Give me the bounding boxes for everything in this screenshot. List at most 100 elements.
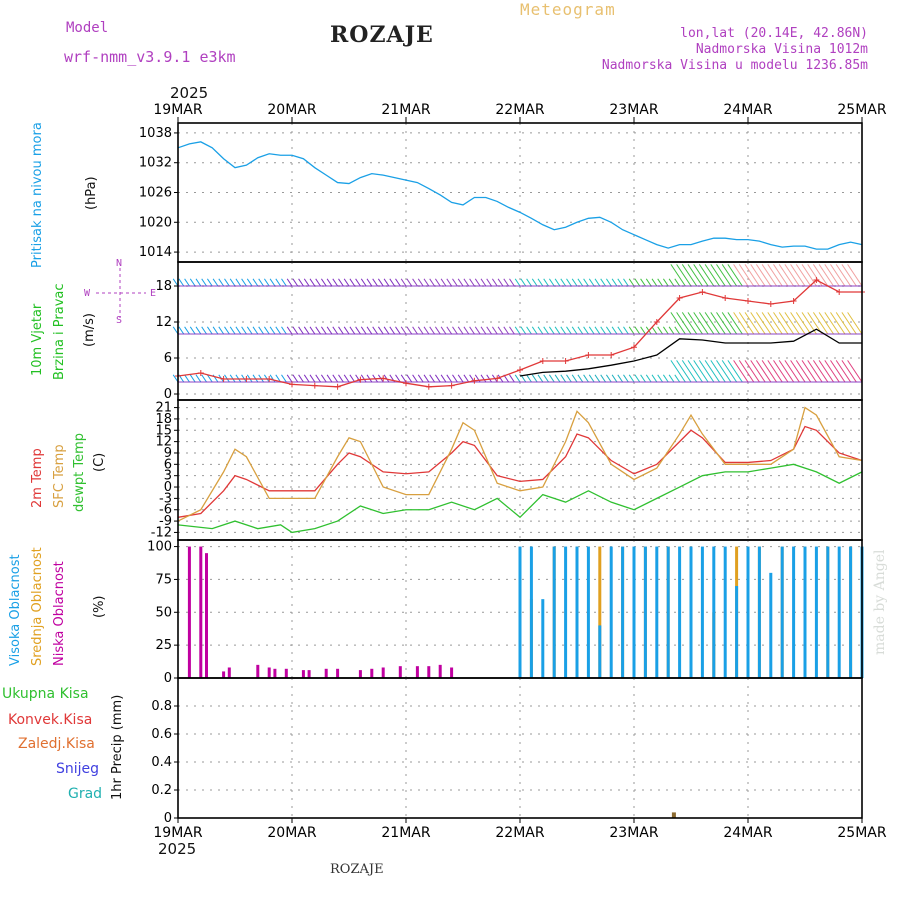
temp-unit: (C): [92, 452, 107, 472]
y-tick-label: -12: [151, 525, 172, 540]
gust-marker: [562, 358, 569, 364]
bar-visoka-oblacnost: [598, 625, 602, 678]
wind-barb: [315, 278, 321, 287]
bar-visoka-oblacnost: [666, 546, 670, 678]
wind-barb: [634, 326, 641, 335]
wind-barb: [235, 326, 242, 335]
wind-barb: [733, 312, 749, 335]
compass-s: S: [116, 315, 123, 326]
station-title: ROZAJE: [330, 22, 434, 48]
bar-visoka-oblacnost: [552, 546, 556, 678]
panel-clouds: 0 25 50 75 100: [147, 539, 864, 686]
wind-barb: [594, 326, 601, 335]
wind-barb: [588, 326, 595, 335]
wind-barb: [520, 326, 527, 335]
precip-label-conv: Konvek.Kisa: [8, 712, 93, 728]
wind-barb: [698, 360, 715, 383]
bar-visoka-oblacnost: [837, 546, 841, 678]
wind-barb: [303, 326, 310, 335]
wind-barb: [670, 312, 686, 335]
wind-barb: [628, 278, 635, 287]
gust-marker: [266, 376, 273, 382]
wind-barb: [577, 278, 584, 287]
wind-barb: [687, 264, 703, 287]
y-tick-label: 12: [155, 315, 172, 330]
wind-barb: [400, 278, 407, 287]
wind-barb: [640, 374, 646, 383]
bar-visoka-oblacnost: [655, 546, 659, 678]
compass-w: W: [84, 288, 91, 299]
wind-barb: [497, 326, 504, 335]
wind-barb: [640, 278, 646, 287]
wind-barb: [784, 264, 800, 287]
bar-visoka-oblacnost: [757, 546, 761, 678]
wind-barb: [429, 374, 435, 383]
wind-barb: [286, 326, 293, 335]
wind-barb: [366, 278, 373, 287]
wind-barb: [830, 312, 846, 335]
wind-barb: [412, 326, 418, 335]
wind-barb: [807, 360, 823, 383]
wind-barb: [423, 326, 430, 335]
wind-barb: [773, 360, 789, 383]
wind-barb: [566, 326, 572, 335]
wind-barb: [491, 278, 498, 287]
wind-barb: [676, 264, 692, 287]
wind-barb: [469, 278, 475, 287]
bar-niska-oblacnost: [284, 668, 288, 678]
model-label: Model: [66, 20, 109, 36]
wind-barb: [360, 326, 367, 335]
wind-barb: [693, 360, 709, 383]
wind-barb: [241, 278, 247, 287]
bar-niska-oblacnost: [450, 667, 454, 678]
wind-barb: [355, 326, 361, 335]
y-tick-label: 25: [155, 638, 172, 653]
y-tick-label: 18: [155, 279, 172, 294]
wind-barb: [795, 312, 812, 335]
wind-barb: [716, 264, 732, 287]
bar-niska-oblacnost: [427, 666, 431, 678]
wind-barb: [218, 326, 225, 335]
y-tick-label: 1032: [139, 156, 172, 171]
bar-visoka-oblacnost: [689, 546, 693, 678]
wind-label-2: Brzina i Pravac: [52, 283, 67, 380]
wind-barb: [491, 326, 498, 335]
wind-barb: [303, 278, 310, 287]
wind-barb: [258, 278, 264, 287]
wind-barb: [801, 360, 817, 383]
wind-barb: [812, 360, 829, 383]
wind-barb: [298, 326, 304, 335]
temp-label-dew: dewpt Temp: [72, 432, 87, 512]
wind-barb: [835, 312, 852, 335]
wind-barb: [486, 278, 492, 287]
wind-barb: [457, 326, 464, 335]
gust-marker: [767, 301, 774, 307]
footer-station: ROZAJE: [330, 862, 384, 877]
gust-marker: [608, 352, 615, 358]
wind-barb: [292, 374, 299, 383]
bar-visoka-oblacnost: [814, 546, 818, 678]
wind-barb: [617, 374, 624, 383]
x-label-bottom: 25MAR: [837, 825, 886, 841]
wind-barb: [429, 326, 435, 335]
wind-barb: [320, 326, 327, 335]
meteogram-title: Meteogram: [520, 0, 616, 19]
y-tick-label: 50: [155, 605, 172, 620]
wind-barb: [326, 278, 333, 287]
wind-barb: [761, 264, 777, 287]
wind-barb: [818, 360, 834, 383]
wind-barb: [605, 278, 612, 287]
wind-barb: [355, 374, 361, 383]
bar-visoka-oblacnost: [541, 599, 545, 678]
gust-marker: [197, 370, 204, 376]
wind-barb: [241, 326, 247, 335]
wind-barb: [315, 326, 321, 335]
wind-barb: [452, 278, 458, 287]
wind-barb: [583, 326, 589, 335]
wind-barb: [269, 326, 276, 335]
wind-barb: [326, 326, 333, 335]
wind-barb: [847, 312, 863, 335]
wind-barb: [617, 326, 624, 335]
y-tick-label: 0.6: [151, 727, 172, 742]
